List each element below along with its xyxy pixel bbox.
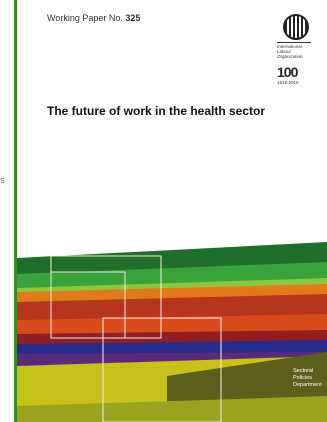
department-line: Sectoral (293, 368, 314, 374)
spine-accent-bar (14, 0, 17, 422)
outline-square-top (50, 255, 162, 339)
org-line: Labour (277, 49, 292, 54)
decorative-color-bands (17, 242, 327, 422)
outline-square-bottom (102, 317, 222, 422)
band-red (17, 294, 327, 322)
logo-divider (277, 42, 311, 43)
spine-mark: S (0, 178, 5, 185)
org-line: International (277, 44, 302, 49)
band-olive-light (17, 396, 327, 422)
report-title: The future of work in the health sector (47, 104, 266, 118)
band-green (17, 262, 327, 290)
working-paper-label: Working Paper No. 325 (47, 13, 140, 23)
department-line: Policies (293, 375, 312, 381)
cover: Working Paper No. 325 International Labo… (17, 0, 327, 422)
ilo-logo: International Labour Organization 100 19… (275, 14, 323, 86)
page-margin: S (0, 0, 14, 422)
centenary-years: 1919-2019 (277, 80, 299, 85)
organization-name: International Labour Organization (277, 44, 321, 59)
ilo-emblem-icon (283, 14, 309, 40)
series-number: 325 (125, 13, 141, 23)
centenary-mark: 100 (277, 64, 298, 80)
department-label: Sectoral Policies Department (293, 368, 322, 389)
department-line: Department (293, 382, 322, 388)
org-line: Organization (277, 54, 303, 59)
series-label: Working Paper No. (47, 13, 123, 23)
band-red-orange (17, 314, 327, 336)
